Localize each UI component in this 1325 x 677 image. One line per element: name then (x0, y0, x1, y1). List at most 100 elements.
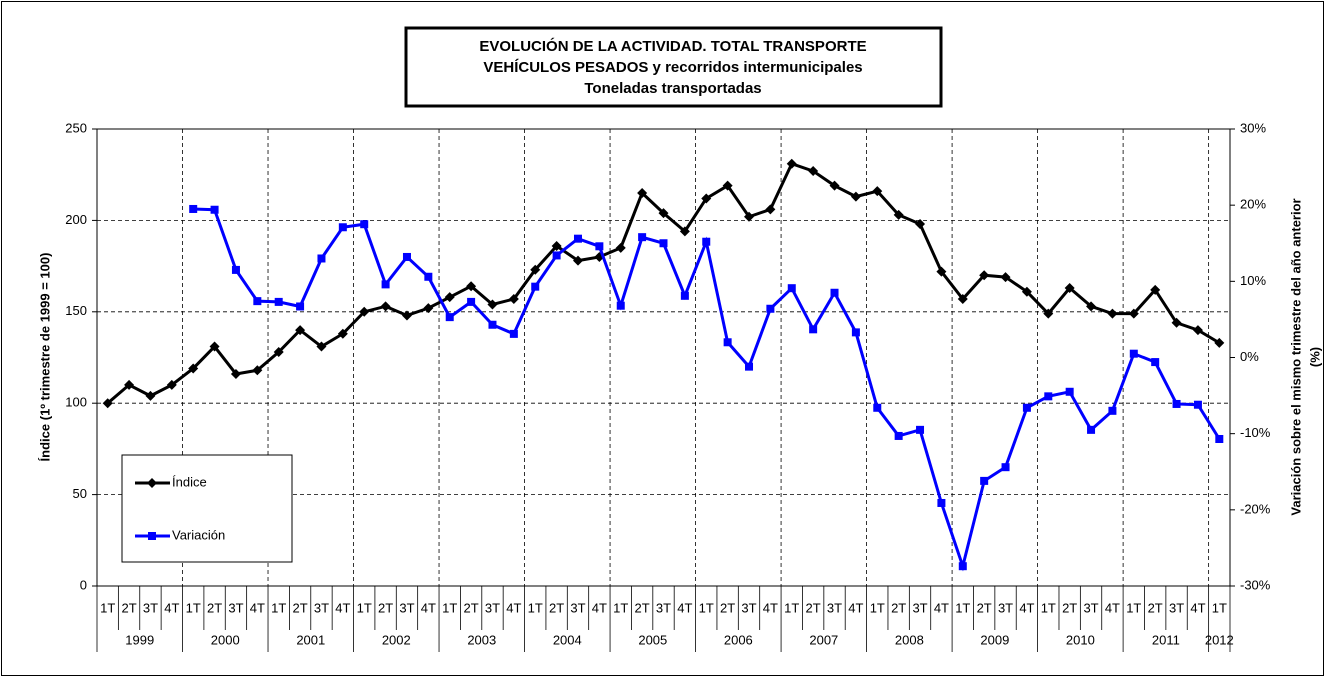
x-tick-label: 3T (228, 600, 243, 615)
x-tick-label: 3T (656, 600, 671, 615)
chart-title: VEHÍCULOS PESADOS y recorridos intermuni… (483, 59, 862, 76)
y2-axis-label: (%) (1307, 347, 1322, 367)
chart-title: Toneladas transportadas (584, 80, 761, 97)
point (552, 251, 561, 260)
x-tick-label: 4T (421, 600, 436, 615)
point (1193, 400, 1202, 409)
x-tick-label: 4T (506, 600, 521, 615)
point (680, 291, 689, 300)
x-tick-label: 4T (1190, 600, 1205, 615)
point (230, 368, 241, 379)
x-group-label: 2006 (724, 632, 753, 647)
point (702, 237, 711, 246)
point (1172, 399, 1181, 408)
x-tick-label: 4T (934, 600, 949, 615)
point (830, 288, 839, 297)
point (1001, 463, 1010, 472)
point (317, 254, 326, 263)
x-tick-label: 2T (977, 600, 992, 615)
point (1192, 325, 1203, 336)
point (252, 365, 263, 376)
point (937, 498, 946, 507)
point (508, 294, 519, 305)
point (745, 362, 754, 371)
y-tick-label: 200 (65, 212, 87, 227)
point (102, 398, 113, 409)
x-tick-label: 1T (784, 600, 799, 615)
point (1171, 317, 1182, 328)
point (445, 313, 454, 322)
x-group-label: 2007 (809, 632, 838, 647)
point (124, 379, 135, 390)
point (1021, 286, 1032, 297)
point (979, 270, 990, 281)
point (253, 297, 262, 306)
point (487, 299, 498, 310)
point (1086, 301, 1097, 312)
x-group-label: 2003 (467, 632, 496, 647)
point (1107, 308, 1118, 319)
point (722, 180, 733, 191)
x-tick-label: 4T (1105, 600, 1120, 615)
x-tick-label: 3T (1169, 600, 1184, 615)
point (360, 220, 369, 229)
point (488, 320, 497, 329)
point (1000, 272, 1011, 283)
y-tick-label: 0 (80, 577, 87, 592)
point (530, 264, 541, 275)
x-tick-label: 4T (250, 600, 265, 615)
point (873, 403, 882, 412)
point (615, 242, 626, 253)
point (744, 211, 755, 222)
point (916, 425, 925, 434)
x-tick-label: 1T (1041, 600, 1056, 615)
x-tick-label: 3T (741, 600, 756, 615)
x-tick-label: 3T (912, 600, 927, 615)
point (273, 347, 284, 358)
x-tick-label: 2T (292, 600, 307, 615)
point (1150, 284, 1161, 295)
point (509, 329, 518, 338)
point (1128, 308, 1139, 319)
x-tick-label: 1T (870, 600, 885, 615)
x-tick-label: 2T (121, 600, 136, 615)
point (573, 234, 582, 243)
y2-tick-label: 20% (1240, 197, 1266, 212)
x-tick-label: 2T (720, 600, 735, 615)
point (829, 180, 840, 191)
x-tick-label: 1T (699, 600, 714, 615)
x-group-label: 2011 (1152, 632, 1180, 647)
point (915, 219, 926, 230)
x-tick-label: 2T (464, 600, 479, 615)
point (894, 431, 903, 440)
point (723, 338, 732, 347)
x-group-label: 1999 (125, 632, 154, 647)
point (1151, 358, 1160, 367)
x-tick-label: 4T (1019, 600, 1034, 615)
x-tick-label: 2T (378, 600, 393, 615)
point (531, 282, 540, 291)
x-tick-label: 2T (635, 600, 650, 615)
x-tick-label: 2T (806, 600, 821, 615)
x-group-label: 2000 (211, 632, 240, 647)
legend-box (121, 454, 293, 563)
plot-border (96, 128, 1231, 587)
x-tick-label: 1T (1126, 600, 1141, 615)
x-group-label: 2010 (1066, 632, 1095, 647)
point (659, 239, 668, 248)
point (1065, 387, 1074, 396)
x-group-label: 2004 (553, 632, 582, 647)
x-tick-label: 3T (143, 600, 158, 615)
point (1087, 425, 1096, 434)
y2-tick-label: 30% (1240, 120, 1266, 135)
point (188, 363, 199, 374)
point (274, 297, 283, 306)
x-tick-label: 2T (1062, 600, 1077, 615)
legend-marker (147, 478, 157, 488)
y-tick-label: 50 (73, 486, 87, 501)
point (787, 284, 796, 293)
point (231, 265, 240, 274)
point (595, 242, 604, 251)
x-tick-label: 1T (613, 600, 628, 615)
